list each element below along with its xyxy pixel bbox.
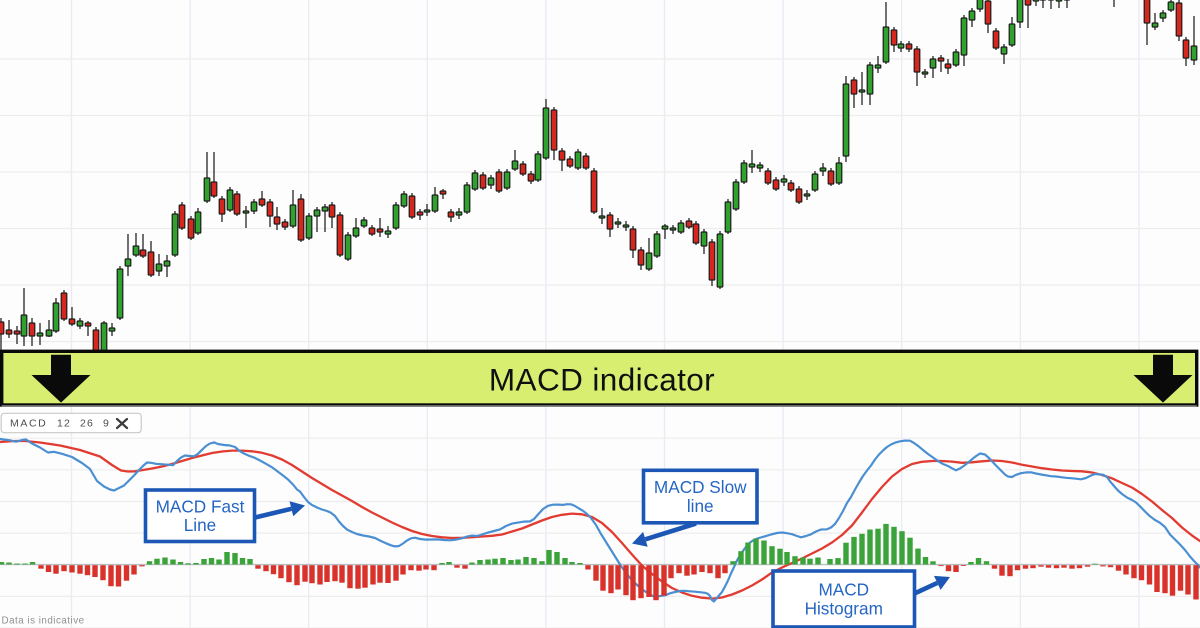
svg-text:MACD indicator: MACD indicator [489,362,715,398]
svg-text:Data is indicative: Data is indicative [2,616,85,627]
svg-text:9: 9 [103,417,109,429]
svg-text:Line: Line [184,515,217,535]
svg-text:line: line [687,496,714,516]
svg-text:12: 12 [57,417,71,429]
svg-text:Histogram: Histogram [805,599,883,619]
svg-text:MACD: MACD [818,580,869,600]
svg-text:MACD: MACD [10,417,47,429]
svg-text:26: 26 [80,417,94,429]
svg-text:MACD Fast: MACD Fast [156,496,245,516]
svg-text:MACD Slow: MACD Slow [654,477,747,497]
